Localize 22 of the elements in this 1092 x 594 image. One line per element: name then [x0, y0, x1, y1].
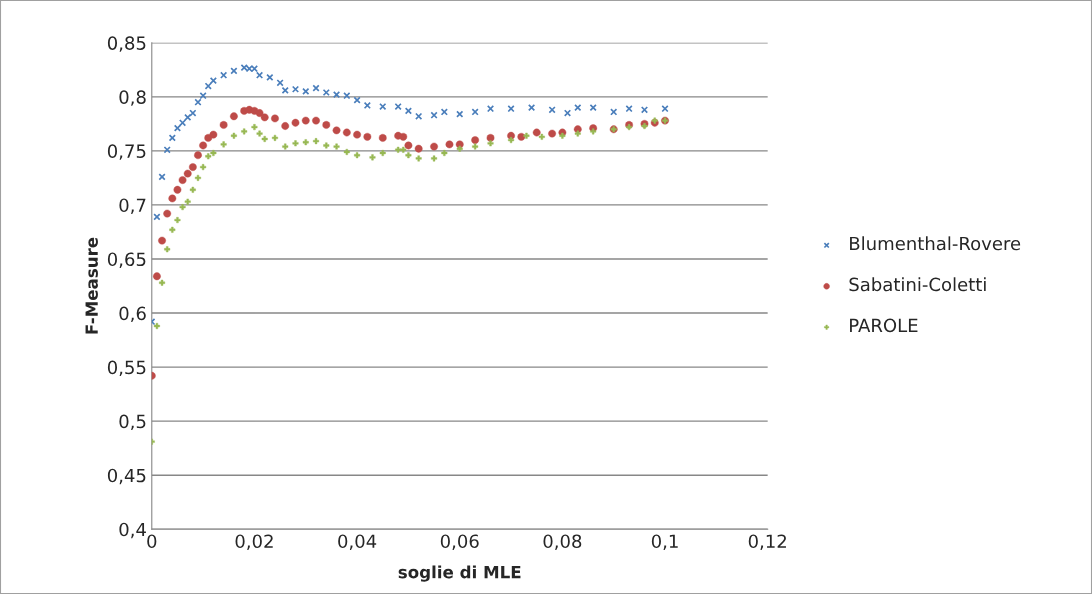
x-tick-label: 0,08	[543, 534, 582, 550]
x-tick-label: 0,02	[235, 534, 273, 550]
y-tick-label: 0,8	[119, 90, 146, 106]
y-tick-label: 0,65	[107, 252, 146, 268]
y-tick-label: 0,55	[107, 360, 146, 377]
legend-label: Blumenthal-Rovere	[850, 236, 1021, 251]
y-tick-label: 0,6	[119, 306, 146, 322]
x-tick-label: 0	[147, 534, 157, 549]
x-tick-label: 0,04	[338, 534, 377, 550]
y-tick-label: 0,85	[107, 36, 146, 52]
y-tick-label: 0,45	[107, 468, 146, 485]
x-axis-title: soglie di MLE	[398, 565, 521, 582]
legend-label: Sabatini-Coletti	[849, 277, 986, 292]
y-tick-label: 0,4	[119, 522, 146, 539]
y-tick-label: 0,7	[119, 198, 146, 214]
x-tick-label: 0,1	[651, 534, 678, 550]
x-tick-label: 0,12	[748, 534, 786, 550]
y-tick-label: 0,75	[107, 144, 146, 160]
legend-label: PAROLE	[850, 318, 918, 333]
y-axis-title: F-Measure	[85, 237, 98, 334]
y-tick-label: 0,5	[119, 414, 146, 431]
x-tick-label: 0,06	[440, 534, 479, 550]
